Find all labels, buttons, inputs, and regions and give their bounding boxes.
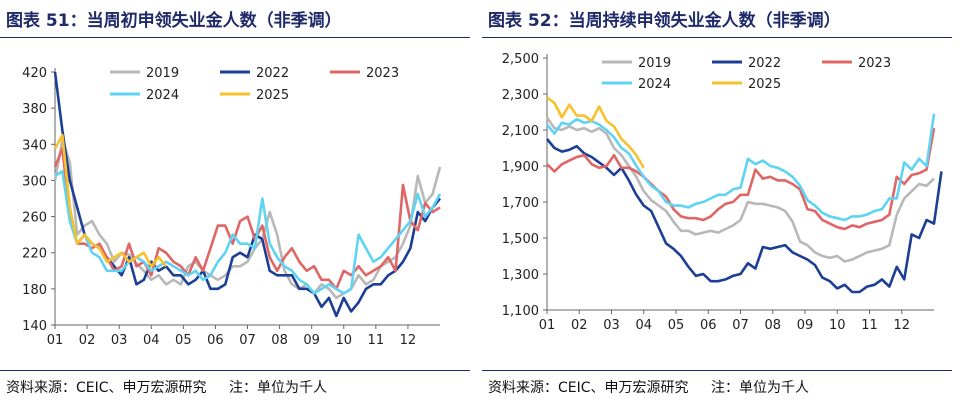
y-tick-label: 1,500 [502, 232, 539, 247]
x-tick-label: 02 [571, 318, 588, 333]
x-tick-label: 06 [700, 318, 717, 333]
legend-label-2023: 2023 [858, 56, 891, 71]
y-tick-label: 1,100 [502, 304, 539, 319]
legend-label-2024: 2024 [638, 77, 671, 92]
chart-panel-51: 图表 51：当周初申领失业金人数（非季调） 140 180 220 260 300 340… [0, 0, 478, 400]
legend-label-2022: 2022 [256, 66, 289, 81]
y-tick-label: 2,100 [502, 124, 539, 139]
y-tick-label: 220 [22, 247, 47, 262]
y-tick-label: 260 [22, 211, 47, 226]
x-tick-label: 11 [861, 318, 878, 333]
title-rule [482, 37, 952, 38]
source-text: 资料来源：CEIC、申万宏源研究 [6, 380, 207, 396]
y-tick-label: 380 [22, 102, 47, 117]
legend-label-2025: 2025 [256, 88, 289, 103]
y-tick-label: 420 [22, 66, 47, 81]
unit-note: 注：单位为千人 [710, 380, 809, 396]
series-line-2025 [546, 96, 645, 169]
legend-label-2019: 2019 [146, 66, 179, 81]
x-tick-label: 07 [239, 333, 256, 348]
legend-label-2023: 2023 [366, 66, 399, 81]
y-tick-label: 1,900 [502, 160, 539, 175]
source-line: 资料来源：CEIC、申万宏源研究 注：单位为千人 [488, 377, 809, 397]
legend-label-2025: 2025 [748, 77, 781, 92]
y-tick-label: 140 [22, 319, 47, 334]
x-tick-label: 11 [368, 333, 385, 348]
x-tick-label: 04 [635, 318, 652, 333]
chart-title: 图表 52：当周持续申领失业金人数（非季调） [488, 11, 841, 31]
series-line-2025 [53, 133, 168, 268]
y-tick-label: 300 [22, 174, 47, 189]
series-line-2023 [546, 127, 936, 231]
series-line-2024 [545, 113, 936, 222]
series-line-2019 [545, 116, 935, 263]
x-tick-label: 10 [829, 318, 846, 333]
series-line-2022 [545, 138, 943, 294]
y-tick-label: 340 [22, 138, 47, 153]
y-tick-label: 180 [22, 283, 47, 298]
source-line: 资料来源：CEIC、申万宏源研究 注：单位为千人 [6, 377, 327, 397]
source-text: 资料来源：CEIC、申万宏源研究 [488, 380, 689, 396]
x-tick-label: 02 [79, 333, 96, 348]
title-rule [0, 37, 470, 38]
x-tick-label: 12 [400, 333, 417, 348]
x-tick-label: 07 [732, 318, 749, 333]
x-tick-label: 08 [764, 318, 781, 333]
chart-title: 图表 51：当周初申领失业金人数（非季调） [6, 11, 342, 31]
series-line-2023 [53, 147, 441, 291]
chart-panel-52: 图表 52：当周持续申领失业金人数（非季调） 1,100 1,300 1,500 1,… [482, 0, 960, 400]
y-tick-label: 1,300 [502, 268, 539, 283]
x-tick-label: 03 [603, 318, 620, 333]
y-tick-label: 1,700 [502, 196, 539, 211]
x-tick-label: 12 [893, 318, 910, 333]
series-line-2024 [54, 170, 442, 295]
x-tick-label: 01 [47, 333, 64, 348]
x-tick-label: 05 [175, 333, 192, 348]
x-tick-label: 06 [207, 333, 224, 348]
legend-label-2019: 2019 [638, 56, 671, 71]
x-tick-label: 03 [111, 333, 128, 348]
x-tick-label: 09 [303, 333, 320, 348]
x-tick-label: 09 [797, 318, 814, 333]
series-line-2022 [53, 71, 442, 318]
x-tick-label: 10 [335, 333, 352, 348]
x-tick-label: 05 [668, 318, 685, 333]
chart-51-svg: 140 180 220 260 300 340 380 420 01 02 03 04 05 06 07 08… [22, 66, 442, 348]
chart-52-svg: 1,100 1,300 1,500 1,700 1,900 2,100 2,300 2,500… [502, 52, 943, 333]
x-tick-label: 04 [143, 333, 160, 348]
x-tick-label: 08 [271, 333, 288, 348]
unit-note: 注：单位为千人 [228, 380, 327, 396]
legend-label-2024: 2024 [146, 88, 179, 103]
x-tick-label: 01 [539, 318, 556, 333]
source-rule [482, 370, 952, 371]
y-tick-label: 2,300 [502, 88, 539, 103]
y-tick-label: 2,500 [502, 52, 539, 67]
legend-label-2022: 2022 [748, 56, 781, 71]
source-rule [0, 370, 470, 371]
